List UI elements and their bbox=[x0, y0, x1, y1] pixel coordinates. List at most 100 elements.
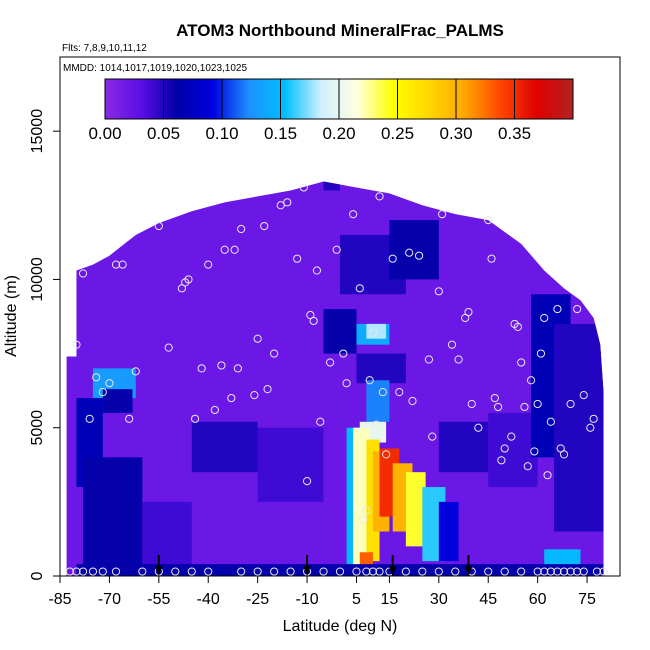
heatmap-cell bbox=[102, 389, 133, 413]
profile-point bbox=[382, 450, 391, 459]
profile-point bbox=[530, 447, 539, 456]
colorbar-tick-label: 0.25 bbox=[381, 124, 414, 143]
profile-point bbox=[375, 192, 384, 201]
profile-point bbox=[220, 245, 229, 254]
profile-point bbox=[438, 210, 447, 219]
dates-label: MMDD: 1014,1017,1019,1020,1023,1025 bbox=[63, 63, 247, 74]
arrow-head bbox=[388, 566, 397, 576]
heatmap-cell bbox=[353, 427, 370, 576]
profile-point bbox=[497, 456, 506, 465]
surface-point bbox=[78, 567, 88, 576]
profile-point bbox=[355, 284, 364, 293]
surface-point bbox=[401, 567, 410, 576]
profile-point bbox=[467, 399, 476, 409]
profile-point bbox=[533, 399, 542, 409]
profile-point bbox=[487, 254, 496, 263]
surface-point bbox=[335, 567, 345, 576]
surface-point bbox=[88, 567, 98, 576]
profile-point bbox=[507, 432, 516, 441]
surface-point bbox=[418, 567, 427, 576]
surface-point bbox=[434, 567, 443, 576]
profile-point bbox=[566, 399, 575, 409]
profile-point bbox=[428, 432, 437, 441]
flight-arrow bbox=[303, 555, 312, 576]
profile-point bbox=[589, 414, 598, 423]
profile-point bbox=[299, 183, 308, 192]
surface-point bbox=[599, 567, 608, 576]
profile-point bbox=[523, 462, 532, 471]
profile-point bbox=[546, 417, 555, 426]
y-tick-label: 0 bbox=[29, 571, 46, 580]
surface-point bbox=[187, 567, 196, 576]
x-tick-label: -70 bbox=[98, 591, 121, 608]
profile-point bbox=[316, 417, 325, 426]
profile-point bbox=[118, 260, 127, 269]
profile-point bbox=[342, 379, 351, 388]
profile-point bbox=[190, 414, 200, 423]
profile-point bbox=[484, 216, 493, 225]
profile-point bbox=[579, 390, 588, 400]
flight-arrow bbox=[388, 555, 397, 576]
heatmap-cell bbox=[554, 323, 604, 532]
x-axis-title: Latitude (deg N) bbox=[283, 618, 398, 635]
profile-point bbox=[250, 390, 259, 400]
profile-point bbox=[326, 358, 335, 367]
profile-point bbox=[536, 349, 546, 358]
profile-point bbox=[586, 423, 595, 432]
profile-point bbox=[270, 349, 279, 358]
surface-point bbox=[204, 567, 213, 576]
y-tick-label: 5000 bbox=[29, 410, 46, 446]
profile-point bbox=[125, 414, 134, 423]
profile-point bbox=[260, 221, 269, 231]
profile-point bbox=[559, 450, 569, 459]
x-axis: -85 -70 -55 -40 -25 -10 5 15 30 45 60 75 bbox=[48, 575, 596, 608]
profile-point bbox=[72, 340, 81, 349]
heatmap-cell bbox=[389, 220, 439, 280]
profile-point bbox=[98, 388, 107, 397]
profile-point bbox=[372, 420, 381, 429]
x-tick-label: -25 bbox=[246, 591, 269, 608]
profile-point bbox=[276, 201, 285, 210]
profile-point bbox=[434, 287, 443, 296]
profile-point bbox=[573, 304, 582, 314]
flight-arrows bbox=[154, 555, 473, 576]
profile-point bbox=[204, 260, 213, 269]
surface-point bbox=[517, 567, 526, 576]
heatmap-cell bbox=[366, 380, 390, 422]
profile-point bbox=[184, 275, 193, 284]
plot-area: MMDD: 1014,1017,1019,1020,1023,1025 bbox=[59, 56, 621, 577]
heatmap-layer bbox=[66, 181, 604, 576]
surface-point bbox=[566, 567, 575, 576]
profile-point bbox=[500, 444, 509, 453]
surface-point bbox=[253, 567, 262, 576]
profile-point bbox=[362, 506, 371, 515]
profile-point bbox=[494, 402, 503, 412]
profile-point bbox=[395, 388, 404, 397]
surface-point bbox=[500, 567, 509, 576]
profile-point bbox=[230, 245, 239, 254]
profile-point bbox=[513, 322, 522, 331]
surface-point bbox=[553, 567, 562, 576]
profile-point bbox=[424, 355, 434, 364]
x-tick-label: 60 bbox=[529, 591, 547, 608]
heatmap-cell bbox=[356, 353, 406, 384]
heatmap-cell bbox=[488, 412, 538, 488]
surface-point bbox=[533, 567, 542, 576]
profile-point bbox=[227, 393, 236, 403]
surface-point bbox=[362, 567, 371, 576]
colorbar-tick-label: 0.30 bbox=[439, 124, 472, 143]
profile-point bbox=[237, 224, 246, 234]
heatmap-cell bbox=[438, 421, 489, 473]
surface-point bbox=[451, 567, 460, 576]
profile-point bbox=[263, 385, 272, 394]
y-axis: 0 5000 10000 15000 bbox=[29, 109, 61, 580]
surface-point bbox=[352, 567, 361, 576]
profile-point bbox=[526, 376, 536, 385]
profile-point bbox=[388, 254, 397, 263]
profile-point bbox=[464, 307, 473, 317]
flights-label: Flts: 7,8,9,10,11,12 bbox=[62, 43, 147, 54]
heatmap-cell bbox=[405, 472, 426, 547]
profile-point bbox=[553, 304, 562, 314]
surface-point bbox=[540, 567, 549, 576]
profile-point bbox=[217, 361, 226, 370]
